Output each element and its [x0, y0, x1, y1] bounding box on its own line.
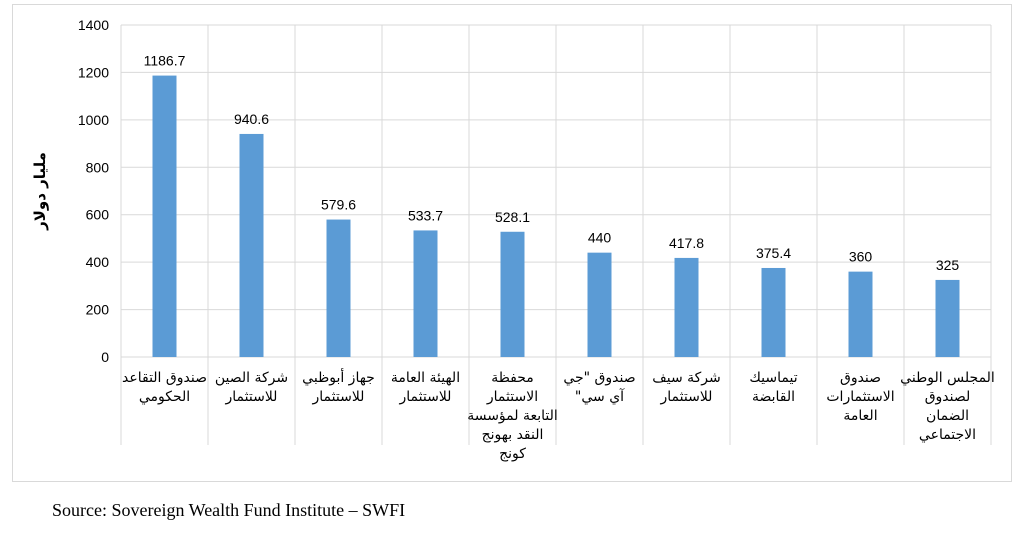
bar-chart: 0 200 400 600 800 1000 1200 1400 1186.7 صندوق الت…: [31, 17, 995, 462]
category-label: تيماسيك: [749, 370, 797, 386]
bar: [413, 230, 438, 357]
bar: [848, 271, 873, 357]
category-label: النقد بهونج: [482, 427, 544, 443]
category-label: صندوق: [840, 370, 881, 386]
data-label: 533.7: [408, 207, 443, 223]
y-tick-label: 1200: [78, 64, 109, 80]
category-label: الاستثمار: [486, 389, 538, 405]
data-label: 440: [588, 230, 612, 246]
category-label: محفظة: [491, 370, 534, 386]
category-label: للاستثمار: [225, 389, 278, 405]
data-label: 375.4: [756, 245, 791, 261]
bar: [152, 75, 177, 357]
y-tick-label: 400: [86, 254, 110, 270]
y-tick-label: 1400: [78, 17, 109, 33]
y-tick-label: 800: [86, 159, 110, 175]
category-label: الحكومي: [139, 389, 190, 405]
category-label: الاستثمارات: [826, 389, 894, 405]
source-note: Source: Sovereign Wealth Fund Institute …: [52, 500, 406, 520]
data-label: 417.8: [669, 235, 704, 251]
category-label: كونج: [499, 446, 526, 462]
category-label: للاستثمار: [399, 389, 452, 405]
bar: [674, 257, 699, 357]
chart-frame: 0 200 400 600 800 1000 1200 1400 1186.7 صندوق الت…: [12, 4, 1012, 482]
category-label: آي سي": [575, 388, 625, 405]
y-tick-label: 1000: [78, 112, 109, 128]
category-label: للاستثمار: [312, 389, 365, 405]
category-label: جهاز أبوظبي: [302, 368, 375, 386]
data-label: 360: [849, 249, 873, 265]
category-label: شركة سيف: [652, 370, 721, 386]
category-label: العامة: [843, 408, 877, 424]
category-label: الضمان: [926, 408, 969, 424]
bar: [500, 231, 525, 357]
y-axis-title: مليار دولار: [31, 152, 49, 231]
data-label: 1186.7: [144, 53, 186, 69]
bar: [326, 219, 351, 357]
category-label: صندوق "جي: [563, 370, 635, 386]
y-tick-label: 600: [86, 207, 110, 223]
data-label: 528.1: [495, 209, 530, 225]
y-tick-label: 0: [101, 349, 109, 365]
category-label: لصندوق: [925, 389, 971, 405]
category-label: القابضة: [752, 389, 795, 405]
category-label: الاجتماعي: [919, 427, 976, 443]
bar: [761, 267, 786, 357]
data-label: 579.6: [321, 197, 356, 213]
data-label: 325: [936, 257, 960, 273]
data-label: 940.6: [234, 111, 269, 127]
category-label: صندوق التقاعد: [122, 370, 207, 386]
category-label: الهيئة العامة: [391, 370, 460, 386]
category-label: المجلس الوطني: [900, 370, 995, 386]
category-label: التابعة لمؤسسة: [467, 408, 558, 424]
bar: [239, 133, 264, 357]
category-label: للاستثمار: [660, 389, 713, 405]
category-label: شركة الصين: [215, 370, 288, 386]
bar: [935, 279, 960, 357]
bar: [587, 252, 612, 357]
y-tick-label: 200: [86, 302, 110, 318]
